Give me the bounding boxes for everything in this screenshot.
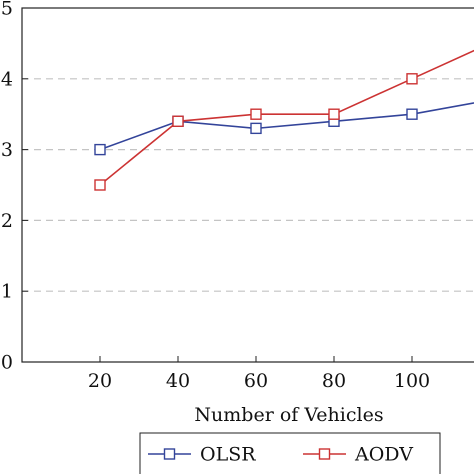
series-line xyxy=(99,49,474,186)
x-tick-label: 80 xyxy=(322,370,346,392)
legend: OLSR AODV xyxy=(139,432,441,474)
legend-item-olsr: OLSR xyxy=(148,444,256,466)
y-tick-label: 2 xyxy=(1,210,13,232)
legend-label: AODV xyxy=(354,444,413,466)
data-point-marker xyxy=(94,143,106,156)
data-point-marker xyxy=(406,73,418,85)
axis-ticks: 0 1 2 3 4 5 20 40 60 80 100 120 xyxy=(1,0,474,392)
y-tick-label: 4 xyxy=(1,68,13,90)
data-point-marker xyxy=(328,108,340,120)
data-point-marker xyxy=(406,108,418,120)
x-tick-label: 100 xyxy=(394,370,430,392)
x-tick-label: 120 xyxy=(472,370,474,392)
legend-label: OLSR xyxy=(200,444,256,466)
series-olsr xyxy=(94,102,474,156)
data-point-marker xyxy=(172,115,184,127)
plot-frame xyxy=(21,7,474,363)
legend-item-aodv: AODV xyxy=(303,444,413,466)
x-tick-label: 20 xyxy=(88,370,112,392)
y-tick-label: 3 xyxy=(1,139,13,161)
series-layer xyxy=(94,49,474,191)
legend-marker xyxy=(163,448,176,460)
series-line xyxy=(99,102,474,151)
series-aodv xyxy=(94,49,474,191)
y-tick-label: 0 xyxy=(1,352,13,374)
data-point-marker xyxy=(94,179,106,191)
grid-lines xyxy=(22,78,474,292)
data-point-marker xyxy=(250,122,262,135)
y-tick-label: 1 xyxy=(1,281,13,303)
y-tick-label: 5 xyxy=(1,0,13,20)
x-axis-label: Number of Vehicles xyxy=(194,404,383,426)
x-tick-label: 60 xyxy=(244,370,268,392)
legend-marker xyxy=(318,448,331,460)
data-point-marker xyxy=(250,108,262,120)
x-tick-label: 40 xyxy=(166,370,190,392)
